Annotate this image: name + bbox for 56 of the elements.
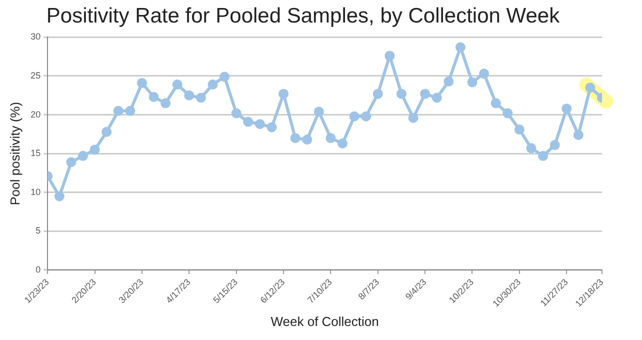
point xyxy=(220,72,230,82)
point xyxy=(408,112,418,123)
point xyxy=(502,108,513,118)
point xyxy=(455,42,466,52)
point xyxy=(302,134,312,145)
point xyxy=(562,104,572,114)
x-axis-title: Week of Collection xyxy=(270,314,379,329)
point xyxy=(432,92,442,103)
point xyxy=(372,88,383,99)
point xyxy=(148,92,159,102)
y-axis-title: Pool positivity (%) xyxy=(7,102,22,206)
point xyxy=(125,106,136,116)
point xyxy=(444,76,454,86)
point xyxy=(78,150,88,161)
point xyxy=(479,68,490,79)
point xyxy=(550,140,560,150)
point xyxy=(490,98,501,108)
point xyxy=(290,133,300,144)
point xyxy=(467,77,478,88)
point xyxy=(538,150,548,161)
point xyxy=(196,92,206,103)
point xyxy=(254,119,265,130)
chart-title: Positivity Rate for Pooled Samples, by Collection Week xyxy=(46,4,560,28)
point xyxy=(338,138,348,149)
point xyxy=(514,124,524,135)
y-tick-label: 25 xyxy=(30,70,41,80)
y-tick-label: 5 xyxy=(36,226,41,236)
point xyxy=(231,108,242,118)
point xyxy=(172,80,182,90)
y-tick-label: 10 xyxy=(30,186,41,197)
point xyxy=(136,78,147,88)
point xyxy=(278,88,289,99)
point xyxy=(384,50,395,61)
point xyxy=(160,98,171,108)
point xyxy=(208,80,218,90)
point xyxy=(113,106,124,116)
point xyxy=(326,133,336,144)
point xyxy=(349,111,360,122)
y-tick-label: 0 xyxy=(36,264,41,274)
point xyxy=(361,111,372,122)
point xyxy=(66,157,76,168)
y-tick-label: 30 xyxy=(30,32,41,42)
point xyxy=(90,144,100,155)
point xyxy=(573,130,584,140)
point xyxy=(420,88,430,99)
y-tick-label: 20 xyxy=(30,109,41,120)
point xyxy=(243,116,254,127)
y-tick-label: 15 xyxy=(30,148,41,158)
point xyxy=(266,122,277,132)
point xyxy=(526,143,536,154)
point xyxy=(585,82,596,93)
point xyxy=(184,90,194,100)
point xyxy=(102,126,112,137)
point xyxy=(396,88,406,99)
point xyxy=(314,106,324,117)
point xyxy=(54,191,64,202)
